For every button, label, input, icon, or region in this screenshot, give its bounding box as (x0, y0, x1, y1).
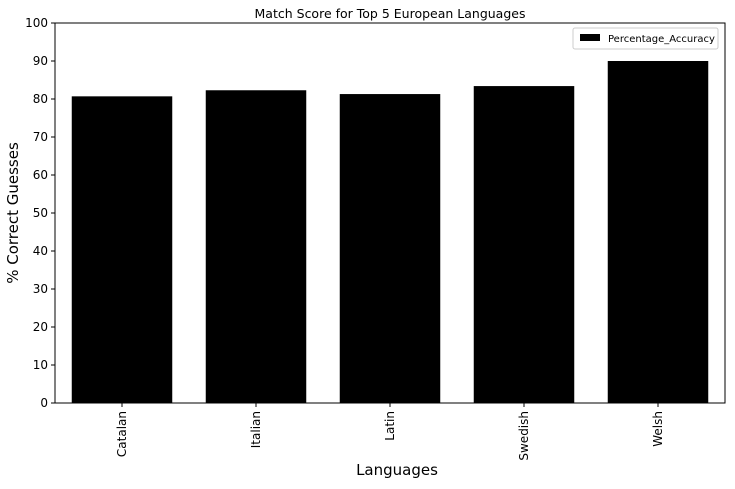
x-tick-label: Welsh (651, 411, 665, 447)
legend-label: Percentage_Accuracy (608, 34, 715, 45)
y-tick-label: 10 (33, 358, 48, 372)
y-tick-label: 60 (33, 168, 48, 182)
bar-swedish (473, 86, 575, 403)
x-tick-label: Latin (383, 411, 397, 441)
bar-welsh (607, 61, 709, 403)
x-tick-label: Catalan (115, 411, 129, 457)
y-tick-label: 50 (33, 206, 48, 220)
y-tick-label: 0 (40, 396, 48, 410)
plot-area (54, 22, 726, 404)
x-axis-label: Languages (356, 461, 438, 479)
y-tick-label: 80 (33, 92, 48, 106)
x-tick-label: Swedish (517, 411, 531, 461)
y-axis: 0 10 20 30 40 50 60 70 80 90 100 (25, 16, 55, 410)
y-axis-label: % Correct Guesses (4, 142, 22, 284)
y-tick-label: 100 (25, 16, 48, 30)
y-tick-label: 40 (33, 244, 48, 258)
x-tick-label: Italian (249, 411, 263, 448)
y-tick-label: 90 (33, 54, 48, 68)
legend-swatch (580, 34, 600, 41)
legend: Percentage_Accuracy (572, 27, 719, 50)
y-tick-label: 20 (33, 320, 48, 334)
chart-title: Match Score for Top 5 European Languages (255, 6, 526, 21)
x-axis: Catalan Italian Latin Swedish Welsh (115, 403, 665, 461)
y-tick-label: 30 (33, 282, 48, 296)
bar-italian (205, 90, 307, 403)
bar-catalan (71, 96, 173, 403)
bar-latin (339, 94, 441, 403)
y-tick-label: 70 (33, 130, 48, 144)
legend-box (572, 27, 719, 50)
